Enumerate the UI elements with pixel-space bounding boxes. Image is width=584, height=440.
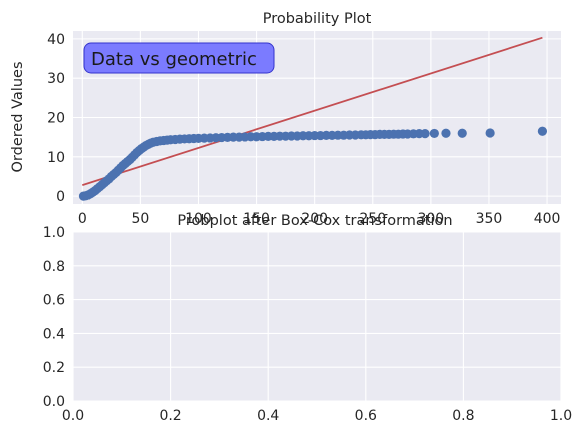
- probability-plot-ytick-label: 10: [47, 150, 65, 166]
- probability-plot-ytick-label: 40: [47, 32, 65, 48]
- probability-plot-ticks: 0 50 100 150 200 250 300 350 400 0 10 20 30 40: [47, 32, 560, 227]
- probability-plot-marks: [78, 36, 548, 201]
- boxcox-plot-ticks: 0.0 0.2 0.4 0.6 0.8 1.0 0.0 0.2 0.4 0.6 0.8 1.0: [43, 225, 572, 424]
- probability-plot-ytick-label: 20: [47, 111, 65, 127]
- probability-plot-xtick-label: 250: [359, 211, 386, 227]
- probability-plot-title: Probability Plot: [263, 11, 372, 27]
- probability-plot-xtick-label: 300: [417, 211, 444, 227]
- boxcox-plot-grid: [72, 231, 562, 402]
- probability-plot-xtick-label: 100: [185, 211, 212, 227]
- boxcox-plot-ytick-label: 0.6: [43, 293, 65, 309]
- probability-plot-axes: 0 50 100 150 200 250 300 350 400 0 10 20 30 40 Data v…: [10, 11, 561, 227]
- boxcox-plot-xtick-label: 0.2: [159, 408, 181, 424]
- probability-plot-annotation: Data vs geometric: [83, 42, 275, 74]
- boxcox-plot-panel: [73, 232, 561, 401]
- probability-plot-data-point: [441, 128, 451, 138]
- annotation-box: [83, 42, 275, 74]
- probability-plot-data-point: [485, 128, 495, 138]
- boxcox-plot-xtick-label: 0.0: [62, 408, 84, 424]
- boxcox-plot-ytick-label: 0.0: [43, 394, 65, 410]
- probability-plot-ytick-label: 0: [56, 189, 65, 205]
- boxcox-plot-xtick-label: 0.4: [257, 408, 279, 424]
- probability-plot-data-point: [420, 129, 430, 139]
- boxcox-plot-ytick-label: 1.0: [43, 225, 65, 241]
- probability-plot-data-point: [429, 128, 439, 139]
- boxcox-plot-title: Probplot after Box-Cox transformation: [177, 213, 452, 229]
- annotation-text: Data vs geometric: [91, 49, 257, 70]
- probability-plot-xtick-label: 150: [243, 211, 270, 227]
- probability-plot-xtick-label: 350: [476, 211, 503, 227]
- boxcox-plot-xtick-label: 1.0: [550, 408, 572, 424]
- probability-plot-ytick-label: 30: [47, 71, 65, 87]
- boxcox-plot-axes: 0.0 0.2 0.4 0.6 0.8 1.0 0.0 0.2 0.4 0.6 0.8 1.0 Pro…: [43, 213, 572, 424]
- probability-plot-xtick-label: 400: [534, 211, 561, 227]
- probability-plot-xtick-label: 50: [131, 211, 149, 227]
- boxcox-plot-xtick-label: 0.6: [355, 408, 377, 424]
- probability-plot-ylabel: Ordered Values: [10, 62, 26, 173]
- probability-plot-data-point: [537, 126, 548, 136]
- boxcox-plot-ytick-label: 0.2: [43, 360, 65, 376]
- boxcox-plot-ytick-label: 0.8: [43, 259, 65, 275]
- boxcox-plot-xtick-label: 0.8: [452, 408, 474, 424]
- probability-plot-xtick-label: 200: [301, 211, 328, 227]
- probability-plot-fit-line: [82, 36, 543, 186]
- boxcox-plot-ytick-label: 0.4: [43, 326, 65, 342]
- probability-plot-data-point: [457, 128, 467, 138]
- probability-plot-xtick-label: 0: [78, 211, 87, 227]
